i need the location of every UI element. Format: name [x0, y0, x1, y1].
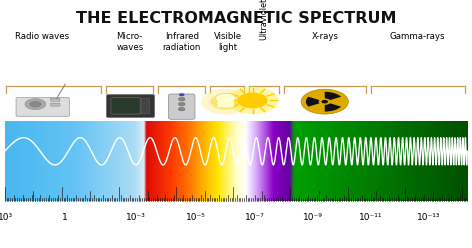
Circle shape: [179, 93, 185, 96]
Text: Gamma-rays: Gamma-rays: [390, 32, 446, 41]
Circle shape: [178, 97, 185, 101]
Circle shape: [301, 89, 348, 114]
FancyBboxPatch shape: [141, 98, 150, 114]
FancyBboxPatch shape: [107, 95, 154, 117]
Text: 10⁻⁹: 10⁻⁹: [303, 213, 322, 222]
Text: 1: 1: [62, 213, 68, 222]
FancyBboxPatch shape: [16, 97, 69, 116]
Text: Infrared
radiation: Infrared radiation: [162, 32, 201, 52]
Text: THE ELECTROMAGNETIC SPECTRUM: THE ELECTROMAGNETIC SPECTRUM: [76, 11, 396, 26]
Wedge shape: [325, 92, 341, 102]
Circle shape: [319, 98, 331, 105]
Circle shape: [237, 93, 268, 108]
Text: 10³: 10³: [0, 213, 13, 222]
Text: 10⁻⁷: 10⁻⁷: [245, 213, 265, 222]
Circle shape: [227, 87, 278, 114]
Polygon shape: [215, 93, 236, 107]
FancyBboxPatch shape: [51, 98, 60, 101]
Text: 10⁻¹¹: 10⁻¹¹: [359, 213, 382, 222]
Circle shape: [178, 102, 185, 106]
FancyBboxPatch shape: [111, 98, 140, 114]
Circle shape: [25, 99, 46, 110]
Text: Radio waves: Radio waves: [16, 32, 69, 41]
Text: 10⁻⁵: 10⁻⁵: [186, 213, 206, 222]
FancyBboxPatch shape: [51, 103, 60, 106]
Text: Visible
light: Visible light: [213, 32, 242, 52]
Circle shape: [29, 101, 42, 107]
Wedge shape: [325, 102, 341, 112]
Text: 10⁻¹³: 10⁻¹³: [417, 213, 440, 222]
Circle shape: [321, 100, 328, 103]
Wedge shape: [306, 97, 325, 107]
Circle shape: [178, 107, 185, 111]
FancyBboxPatch shape: [169, 94, 195, 119]
Text: 10⁻³: 10⁻³: [126, 213, 146, 222]
Text: Ultraviolet: Ultraviolet: [259, 0, 268, 40]
Text: X-rays: X-rays: [311, 32, 338, 41]
Circle shape: [211, 94, 241, 110]
Text: Micro-
waves: Micro- waves: [116, 32, 143, 52]
Circle shape: [201, 89, 250, 115]
